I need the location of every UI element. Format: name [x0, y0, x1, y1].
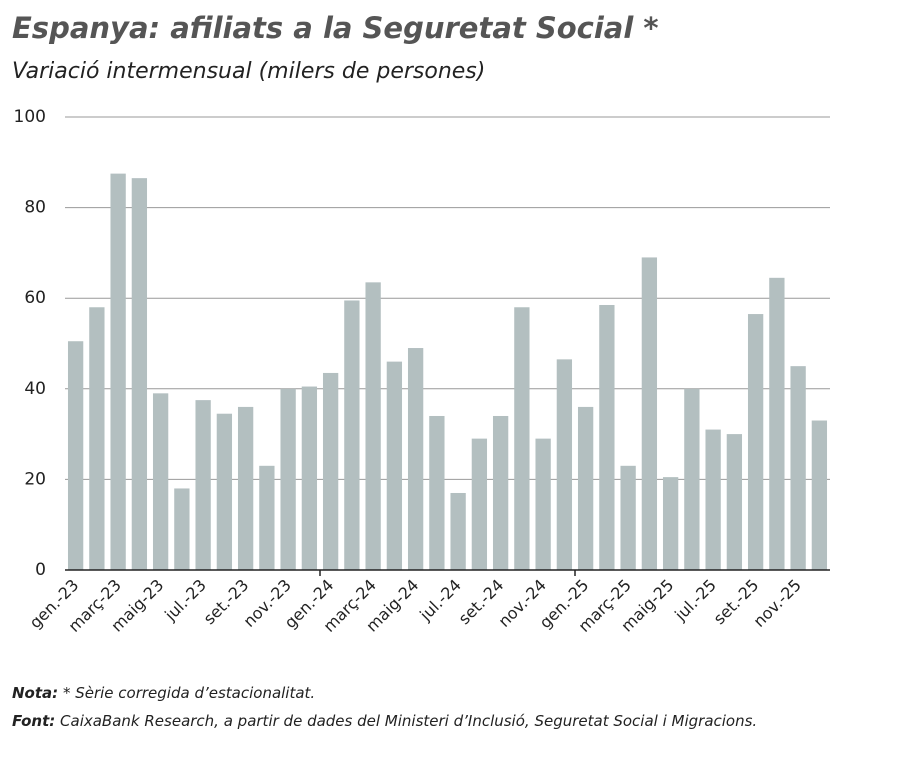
- y-tick-label: 20: [24, 469, 46, 489]
- y-tick-label: 80: [24, 198, 46, 218]
- chart-title: Espanya: afiliats a la Seguretat Social …: [12, 11, 659, 45]
- bar: [280, 388, 296, 570]
- y-tick-label: 60: [24, 288, 46, 308]
- y-tick-label: 40: [24, 379, 46, 399]
- bar: [535, 438, 551, 570]
- note-label: Nota:: [12, 684, 59, 702]
- chart-subtitle: Variació intermensual (milers de persone…: [12, 59, 485, 84]
- bar: [514, 307, 530, 570]
- bar: [705, 429, 721, 570]
- bar: [301, 386, 318, 570]
- bar: [89, 307, 105, 570]
- note-text: * Sèrie corregida d’estacionalitat.: [62, 684, 316, 702]
- y-tick-label: 0: [35, 560, 46, 580]
- source-text: CaixaBank Research, a partir de dades de…: [60, 712, 758, 730]
- bar: [747, 314, 764, 570]
- bar: [216, 413, 233, 570]
- bar: [407, 348, 424, 570]
- bar: [195, 400, 211, 570]
- bar: [110, 173, 126, 570]
- bar: [365, 282, 381, 570]
- bar: [131, 178, 148, 570]
- bar: [556, 359, 573, 570]
- bar: [152, 393, 169, 570]
- bar: [471, 438, 488, 570]
- chart: Espanya: afiliats a la Seguretat Social …: [12, 11, 830, 636]
- bar: [67, 341, 84, 570]
- note: Nota: * Sèrie corregida d’estacionalitat…: [12, 684, 315, 702]
- bar: [322, 372, 339, 570]
- bar: [492, 415, 509, 570]
- bar: [662, 477, 679, 570]
- bar: [429, 415, 445, 570]
- bar: [620, 465, 636, 570]
- y-tick-label: 100: [14, 107, 46, 127]
- bar: [811, 420, 828, 570]
- bar: [450, 492, 466, 570]
- source-label: Font:: [12, 712, 56, 730]
- bar: [641, 257, 658, 570]
- source: Font: CaixaBank Research, a partir de da…: [12, 712, 757, 730]
- bar: [790, 366, 806, 570]
- x-tick-label: nov.-25: [750, 575, 805, 630]
- bar: [684, 388, 700, 570]
- bar: [726, 434, 743, 570]
- bar: [174, 488, 190, 570]
- bar: [386, 361, 403, 570]
- bar: [259, 465, 275, 570]
- bar: [577, 406, 594, 570]
- bar: [599, 304, 615, 570]
- bar: [344, 300, 360, 570]
- bar: [769, 277, 785, 570]
- bar: [237, 406, 254, 570]
